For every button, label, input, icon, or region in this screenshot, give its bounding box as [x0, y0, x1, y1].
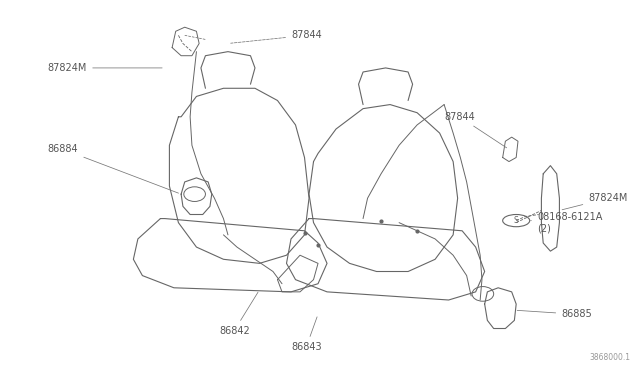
Text: 87844: 87844	[230, 31, 322, 43]
Text: 86884: 86884	[48, 144, 179, 193]
Text: 3868000.1: 3868000.1	[589, 353, 630, 362]
Text: 87844: 87844	[444, 112, 507, 148]
Text: 08168-6121A
(2): 08168-6121A (2)	[531, 212, 602, 234]
Text: 87824M: 87824M	[562, 193, 628, 210]
Text: 87824M: 87824M	[48, 63, 162, 73]
Text: 86843: 86843	[291, 317, 322, 352]
Text: 86842: 86842	[219, 292, 258, 336]
Text: 86885: 86885	[517, 309, 592, 319]
Text: S: S	[514, 216, 518, 225]
